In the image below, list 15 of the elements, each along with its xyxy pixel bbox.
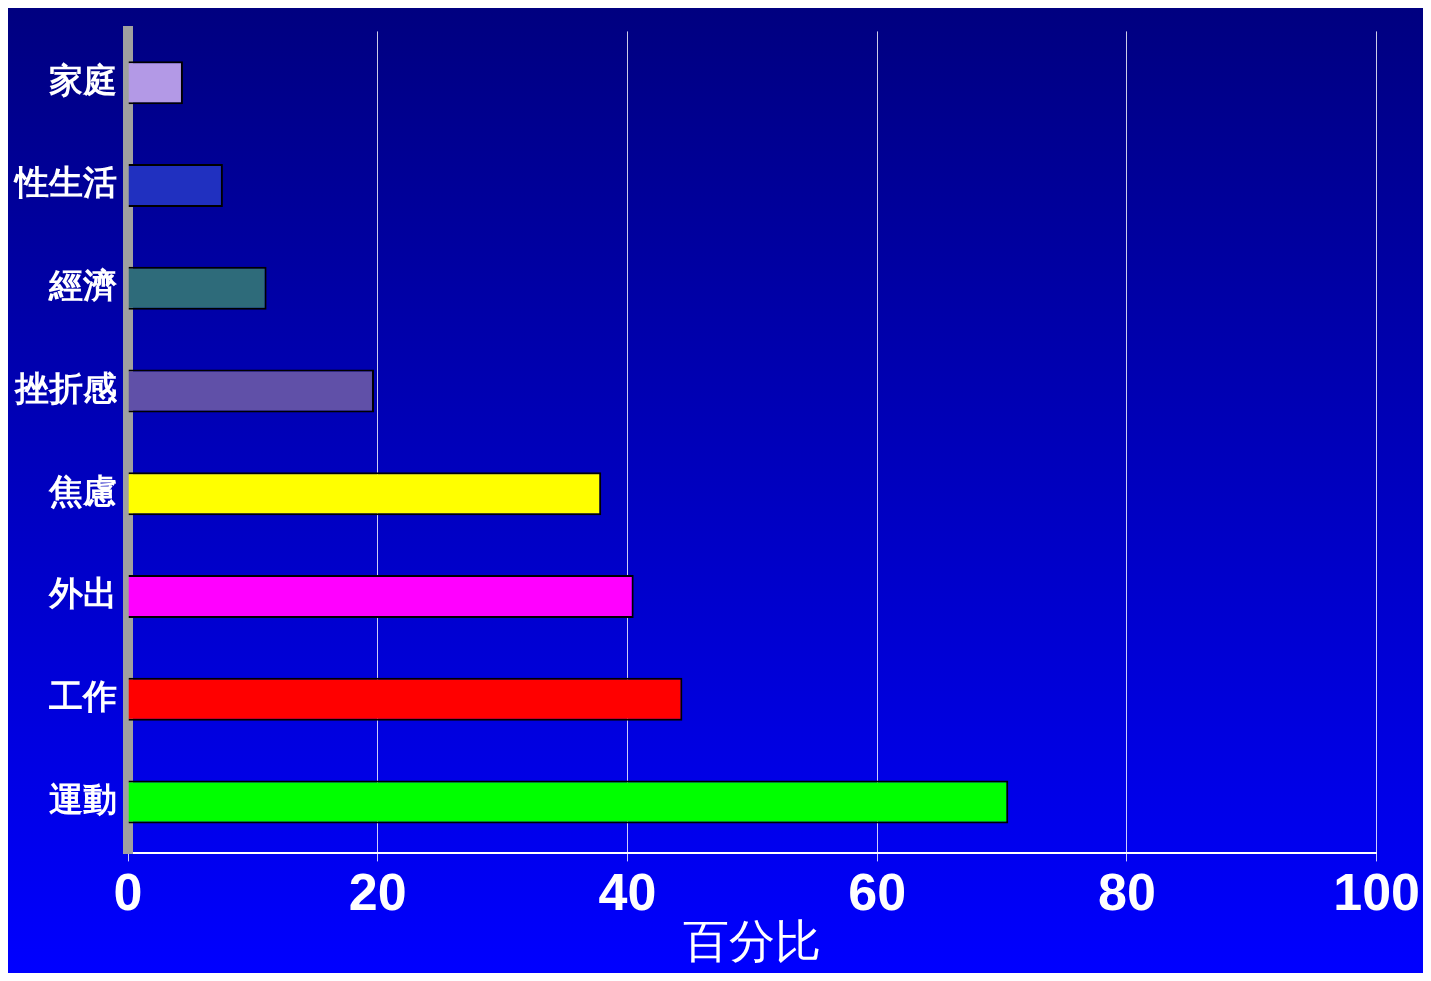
- x-tick-label: 0: [113, 862, 143, 921]
- x-tick-label: 40: [598, 862, 657, 921]
- y-tick-label: 焦慮: [48, 470, 117, 511]
- y-tick-label: 外出: [48, 573, 117, 614]
- y-tick-label: 工作: [48, 676, 117, 717]
- y-tick-label: 經濟: [48, 265, 117, 306]
- x-tick-label: 60: [848, 862, 907, 921]
- y-tick-label: 家庭: [49, 59, 117, 100]
- y-tick-label: 運動: [49, 778, 117, 819]
- y-tick-label: 性生活: [13, 162, 117, 203]
- x-tick-label: 20: [348, 862, 407, 921]
- x-tick-label: 80: [1097, 862, 1156, 921]
- y-tick-label: 挫折感: [14, 367, 118, 408]
- x-tick-label: 100: [1333, 862, 1420, 921]
- x-axis-title: 百分比: [683, 914, 822, 969]
